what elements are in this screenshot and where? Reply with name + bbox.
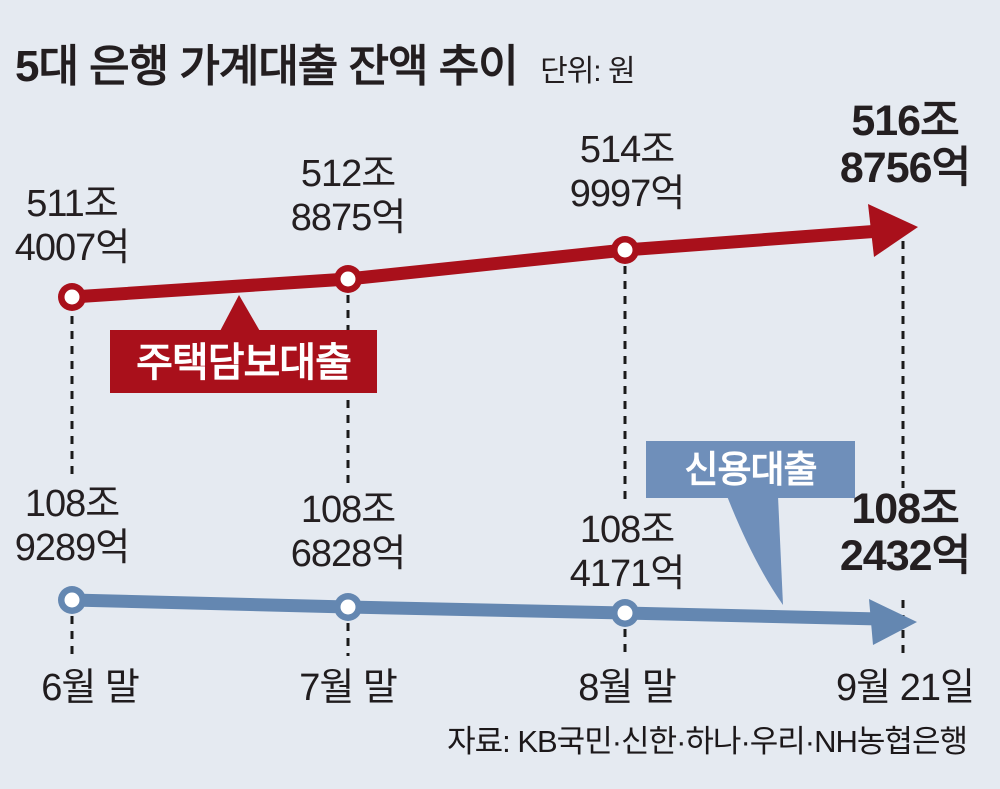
credit-point-3-core [617,605,633,621]
mortgage-point-3-core [617,242,633,258]
value-line: 514조 [579,129,675,171]
credit-value-label-3: 108조 4171억 [487,508,767,596]
value-line: 9997억 [569,173,686,215]
mortgage-value-label-2: 512조 8875억 [208,152,488,240]
value-line: 6828억 [290,533,407,575]
credit-point-1-core [64,592,80,608]
value-line: 512조 [300,153,396,195]
source-credit: 자료: KB국민·신한·하나·우리·NH농협은행 [447,724,968,759]
x-axis-label-1: 6월 말 [41,667,140,709]
mortgage-line [71,224,881,304]
credit-value-label-4: 108조 2432억 [765,486,1000,580]
mortgage-callout-tail [219,295,261,333]
mortgage-arrowhead-icon [868,204,918,257]
mortgage-point-2-core [340,271,356,287]
credit-line [71,593,881,626]
mortgage-series [58,204,918,393]
mortgage-series-label: 주택담보대출 [136,341,352,385]
mortgage-point-1-core [64,289,80,305]
value-line: 8875억 [290,197,407,239]
value-line: 4171억 [569,553,686,595]
value-line: 516조 [851,97,959,145]
credit-arrowhead-icon [869,599,917,645]
x-axis-label-2: 7월 말 [299,667,398,709]
value-line: 8756억 [839,144,971,192]
x-axis-label-4: 9월 21일 [836,667,975,709]
value-line: 4007억 [14,227,131,269]
value-line: 511조 [26,183,119,225]
unit-label: 단위: 원 [540,55,635,88]
value-line: 108조 [851,485,959,533]
title-row: 5대 은행 가계대출 잔액 추이 단위: 원 [15,30,636,94]
value-line: 9289억 [14,527,131,569]
mortgage-value-label-3: 514조 9997억 [487,128,767,216]
x-axis-label-3: 8월 말 [578,667,677,709]
mortgage-value-label-1: 511조 4007억 [0,182,212,270]
credit-callout-tail [727,496,783,605]
value-line: 108조 [579,509,675,551]
value-line: 108조 [300,489,396,531]
credit-series [58,441,917,645]
mortgage-value-label-4: 516조 8756억 [765,98,1000,192]
credit-callout-box [646,441,855,498]
credit-value-label-1: 108조 9289억 [0,482,212,570]
value-line: 2432억 [839,532,971,580]
credit-value-label-2: 108조 6828억 [208,488,488,576]
page-title: 5대 은행 가계대출 잔액 추이 [15,42,519,91]
credit-series-label: 신용대출 [684,449,817,490]
mortgage-callout-box [110,330,377,393]
value-line: 108조 [24,483,120,525]
credit-point-2-core [340,599,356,615]
